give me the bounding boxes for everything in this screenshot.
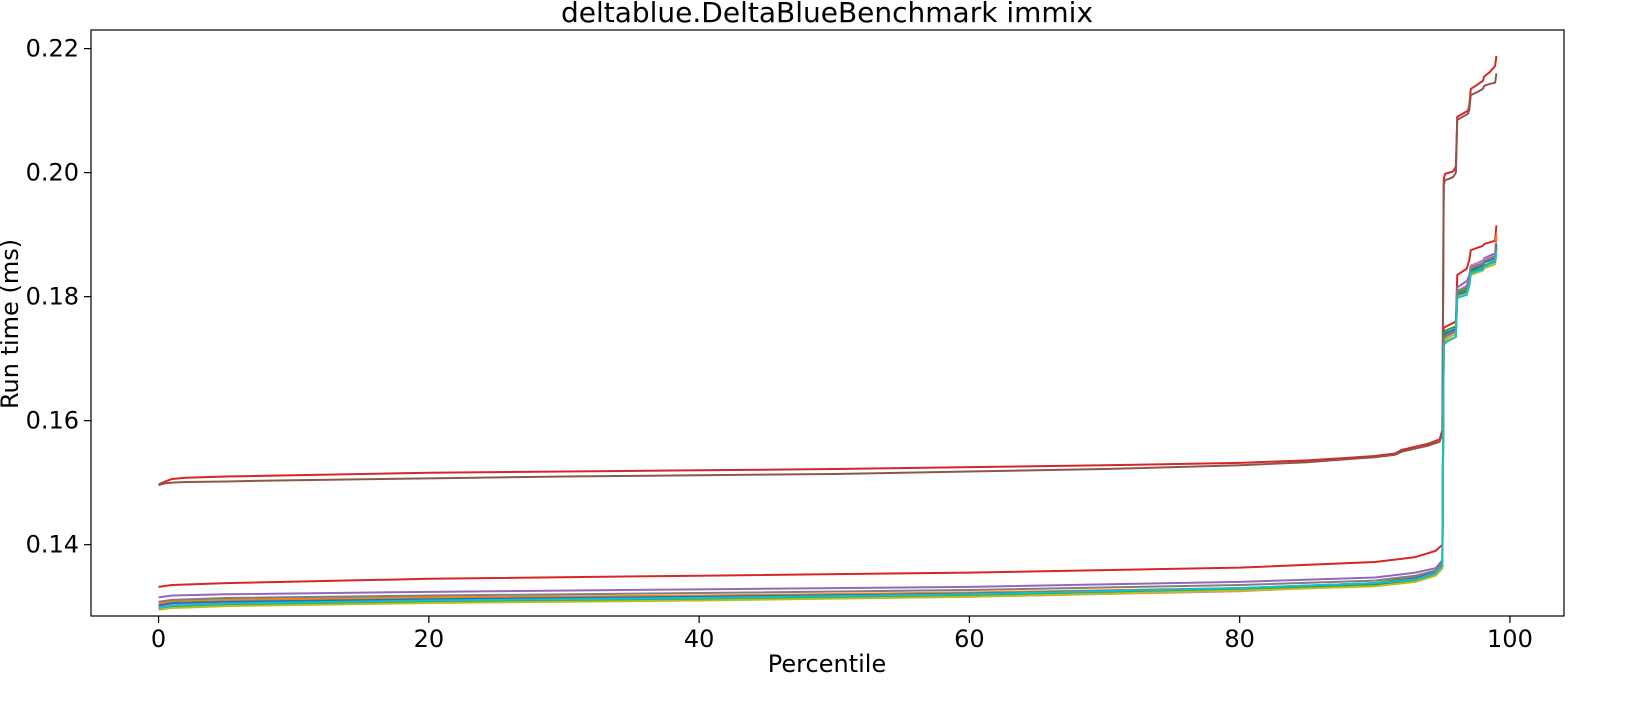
x-tick-label: 0 (151, 625, 166, 653)
y-tick-label: 0.16 (26, 407, 79, 435)
y-axis-label: Run time (ms) (0, 239, 24, 409)
chart-title: deltablue.DeltaBlueBenchmark immix (561, 0, 1093, 29)
series-line-0 (158, 55, 1498, 486)
y-tick-label: 0.18 (26, 283, 79, 311)
x-tick-label: 100 (1487, 625, 1533, 653)
y-tick-label: 0.14 (26, 531, 79, 559)
y-tick-label: 0.20 (26, 159, 79, 187)
series-line-8 (158, 254, 1498, 611)
series-line-2 (158, 225, 1498, 588)
series-line-5 (158, 246, 1498, 608)
x-tick-label: 80 (1224, 625, 1255, 653)
series-group (158, 55, 1498, 611)
x-ticks: 0 20 40 60 80 100 (151, 616, 1533, 653)
series-line-4 (158, 234, 1498, 605)
series-line-9 (158, 246, 1498, 603)
series-line-7 (158, 248, 1498, 611)
x-tick-label: 60 (954, 625, 985, 653)
series-line-10 (158, 250, 1498, 609)
x-tick-label: 20 (414, 625, 445, 653)
y-ticks: 0.14 0.16 0.18 0.20 0.22 (26, 35, 91, 559)
series-line-3 (158, 237, 1498, 599)
y-tick-label: 0.22 (26, 35, 79, 63)
axes-frame (90, 29, 1565, 617)
series-line-6 (158, 243, 1498, 607)
x-tick-label: 40 (684, 625, 715, 653)
series-line-1 (158, 73, 1498, 487)
x-axis-label: Percentile (768, 650, 886, 678)
